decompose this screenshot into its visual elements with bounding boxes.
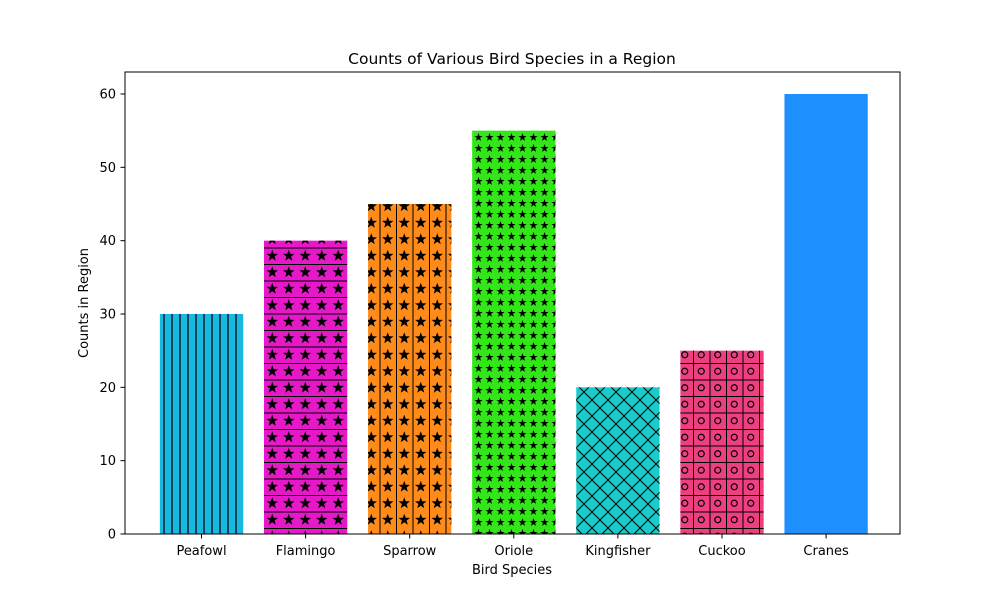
plot-frame: [124, 71, 901, 535]
x-tick-label: Cranes: [803, 544, 849, 559]
x-tick-label: Oriole: [494, 544, 533, 559]
bar-hatch-cuckoo: [680, 350, 764, 534]
y-tick-label: 20: [99, 381, 116, 396]
bar-hatch-peafowl: [159, 314, 244, 534]
y-tick-label: 60: [99, 88, 116, 103]
chart-title: Counts of Various Bird Species in a Regi…: [348, 50, 676, 68]
y-axis-label: Counts in Region: [77, 248, 92, 358]
x-tick-label: Sparrow: [383, 544, 437, 559]
bar-hatch-oriole: [472, 130, 556, 534]
x-tick-label: Kingfisher: [585, 544, 651, 559]
y-tick-label: 10: [99, 454, 116, 469]
bar-cranes: [784, 94, 868, 534]
y-tick-label: 40: [99, 234, 116, 249]
bars-group: [159, 94, 868, 534]
bar-hatch-flamingo: [263, 240, 348, 534]
x-tick-label: Cuckoo: [698, 544, 745, 559]
bar-hatch-sparrow: [368, 204, 452, 534]
x-axis: Peafowl Flamingo Sparrow Oriole Kingfisher Cu…: [176, 534, 849, 559]
y-tick-label: 50: [99, 161, 116, 176]
y-axis: 0 10 20 30 40 50 60: [99, 88, 125, 543]
x-tick-label: Flamingo: [276, 544, 336, 559]
bar-hatch-kingfisher: [576, 387, 660, 534]
x-axis-label: Bird Species: [472, 563, 552, 578]
y-tick-label: 30: [99, 308, 116, 323]
x-tick-label: Peafowl: [176, 544, 226, 559]
y-tick-label: 0: [108, 528, 116, 543]
